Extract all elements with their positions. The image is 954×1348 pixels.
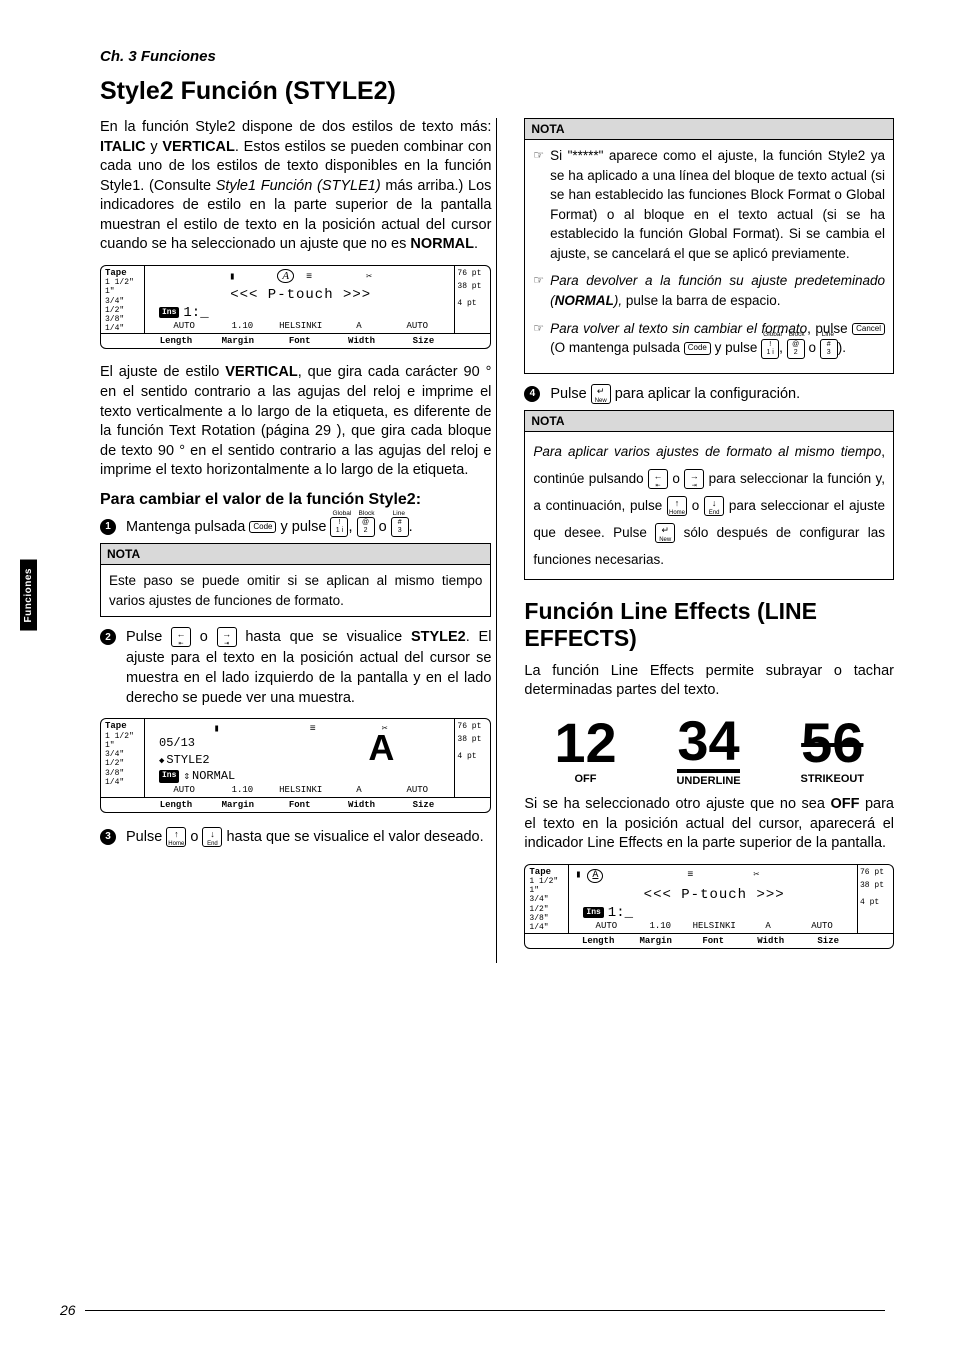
key-enter: ↵New (655, 523, 675, 543)
effect-strikeout: 56 STRIKEOUT (801, 715, 865, 785)
preview-letter: A (368, 727, 394, 769)
main-title: Style2 Función (STYLE2) (100, 77, 894, 106)
step-num-1: 1 (100, 519, 116, 535)
line-effects-intro: La función Line Effects permite subrayar… (524, 662, 894, 701)
pointer-icon: ☞ (533, 147, 544, 263)
key-code: Code (249, 521, 276, 534)
key-enter: ↵New (591, 384, 611, 404)
side-tab: Funciones (20, 560, 37, 631)
intro-para: En la función Style2 dispone de dos esti… (100, 118, 491, 255)
chapter-header: Ch. 3 Funciones (100, 48, 894, 65)
pointer-icon: ☞ (533, 320, 544, 359)
columns: En la función Style2 dispone de dos esti… (100, 118, 894, 963)
effect-underline: 34 UNDERLINE (676, 713, 740, 787)
section-title-line-effects: Función Line Effects (LINE EFFECTS) (524, 598, 894, 652)
page-number: 26 (60, 1302, 76, 1318)
key-down: ↓End (704, 496, 724, 516)
column-divider (496, 118, 497, 963)
step-num-4: 4 (524, 386, 540, 402)
step-num-2: 2 (100, 629, 116, 645)
step-3: 3 Pulse ↑Home o ↓End hasta que se visual… (100, 827, 491, 847)
lcd-display-2: Tape 1 1/2" 1" 3/4" 1/2" 3/8" 1/4" ▮ ≡ ✂… (100, 718, 491, 812)
para-vertical: El ajuste de estilo VERTICAL, que gira c… (100, 363, 491, 480)
step-2: 2 Pulse ←⇤ o →⇥ hasta que se visualice S… (100, 627, 491, 708)
key-up: ↑Home (667, 496, 687, 516)
key-left: ←⇤ (648, 469, 668, 489)
lcd-display-1: Tape 1 1/2" 1" 3/4" 1/2" 3/8" 1/4" ▮ A ≡… (100, 265, 491, 349)
step-num-3: 3 (100, 829, 116, 845)
step-1: 1 Mantenga pulsada Code y pulse Global!1… (100, 517, 491, 537)
key-up: ↑Home (166, 827, 186, 847)
subheading-change-value: Para cambiar el valor de la función Styl… (100, 491, 491, 509)
line-effects-para: Si se ha seleccionado otro ajuste que no… (524, 795, 894, 854)
effect-off: 12 OFF (554, 715, 616, 785)
pointer-icon: ☞ (533, 272, 544, 310)
key-cancel: Cancel (852, 323, 885, 336)
nota-3: NOTA Para aplicar varios ajustes de form… (524, 410, 894, 580)
key-right: →⇥ (217, 627, 237, 647)
effects-row: 12 OFF 34 UNDERLINE 56 STRIKEOUT (524, 713, 894, 787)
key-down: ↓End (202, 827, 222, 847)
nota-2: NOTA ☞ Si "*****" aparece como el ajuste… (524, 118, 894, 374)
key-left: ←⇤ (171, 627, 191, 647)
col-right: NOTA ☞ Si "*****" aparece como el ajuste… (502, 118, 894, 963)
lcd-display-3: Tape 1 1/2" 1" 3/4" 1/2" 3/8" 1/4" ▮ A ≡… (524, 864, 894, 949)
step-4: 4 Pulse ↵New para aplicar la configuraci… (524, 384, 894, 404)
footer-rule (85, 1310, 885, 1311)
key-code: Code (684, 342, 711, 355)
col-left: En la función Style2 dispone de dos esti… (100, 118, 491, 963)
key-right: →⇥ (684, 469, 704, 489)
nota-1: NOTA Este paso se puede omitir si se apl… (100, 543, 491, 617)
